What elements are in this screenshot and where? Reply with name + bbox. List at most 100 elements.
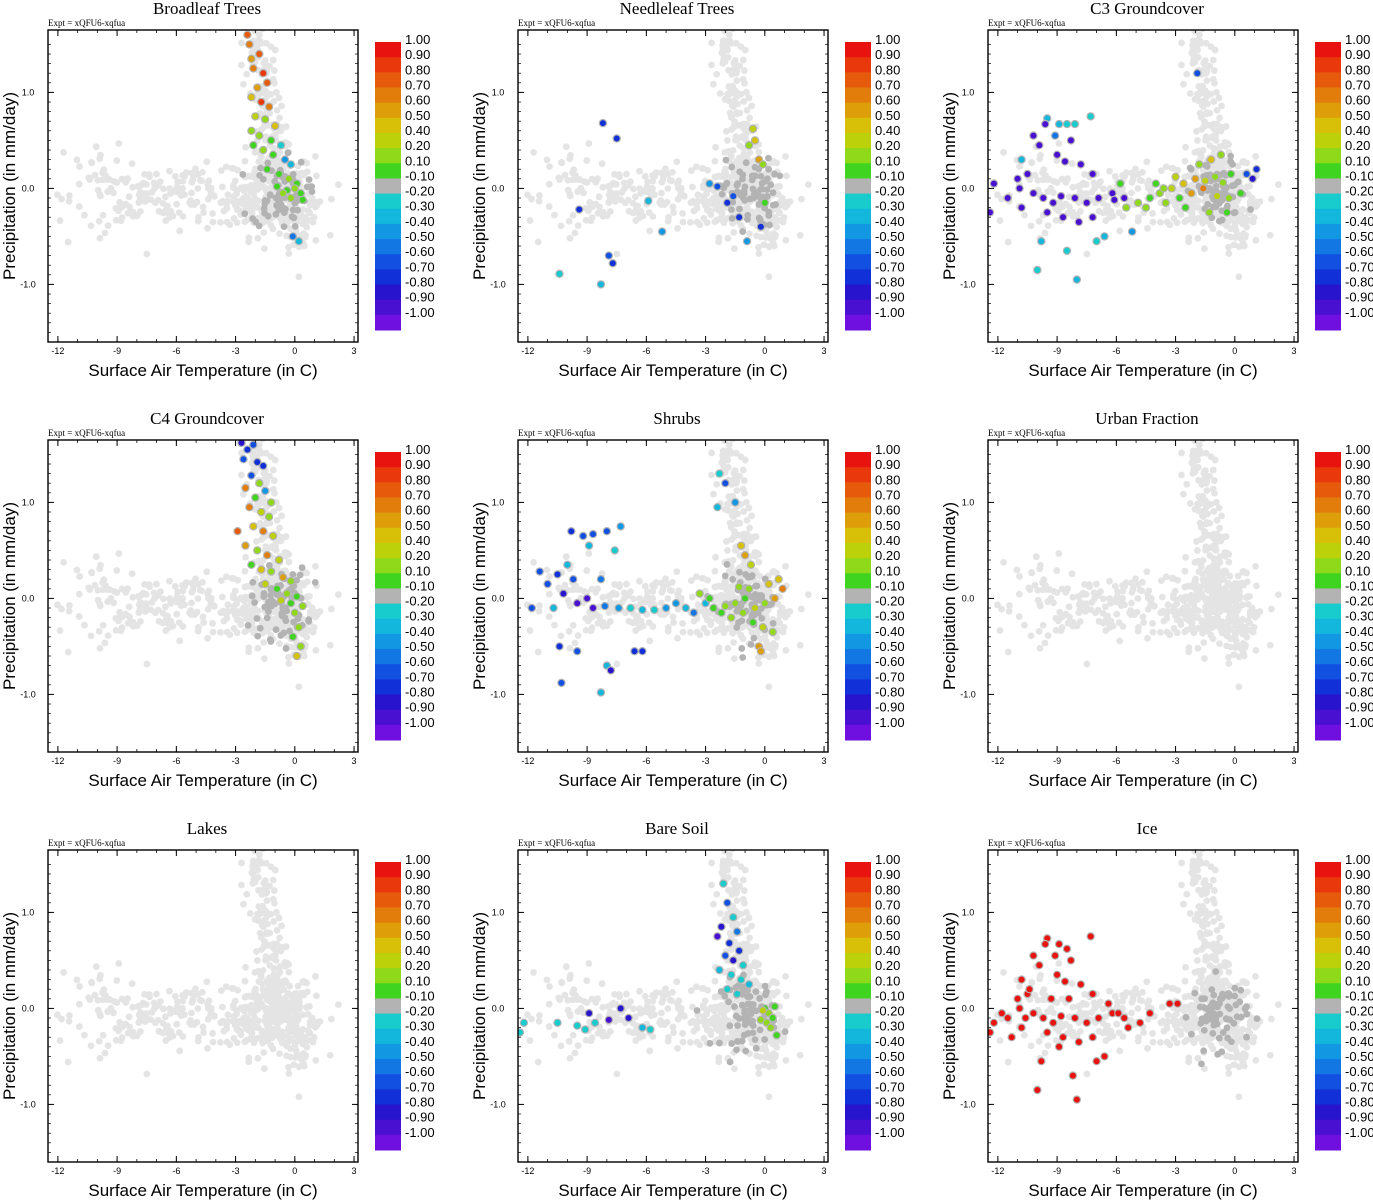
colorbar-label: 0.20 xyxy=(875,138,900,153)
background-point xyxy=(312,563,319,570)
background-point xyxy=(722,17,729,24)
background-point xyxy=(726,590,734,598)
background-point xyxy=(630,595,637,603)
background-point xyxy=(1102,205,1110,213)
background-point xyxy=(229,607,237,615)
background-point xyxy=(94,596,102,604)
background-point xyxy=(224,191,232,199)
colorbar-segment xyxy=(845,314,871,331)
background-point xyxy=(65,607,73,615)
background-point xyxy=(96,644,104,652)
data-point xyxy=(1100,232,1109,241)
colorbar: 1.000.900.800.700.600.500.400.200.10-0.1… xyxy=(845,32,905,331)
background-point xyxy=(276,114,283,122)
background-point xyxy=(207,597,215,605)
background-point xyxy=(1134,217,1142,225)
colorbar-segment xyxy=(845,664,871,680)
neutral-point xyxy=(752,582,759,590)
background-point xyxy=(135,191,143,199)
background-point xyxy=(285,558,293,566)
neutral-point xyxy=(260,593,268,600)
x-tick-label: -9 xyxy=(113,756,121,766)
background-point xyxy=(741,456,749,464)
colorbar-segment xyxy=(845,254,871,270)
background-point xyxy=(998,195,1005,203)
background-point xyxy=(1035,217,1043,225)
data-point xyxy=(638,647,647,656)
background-point xyxy=(599,183,607,191)
colorbar-segment xyxy=(845,527,871,544)
background-point xyxy=(1181,567,1189,575)
data-point xyxy=(657,227,667,236)
background-point xyxy=(99,621,107,629)
neutral-point xyxy=(288,584,296,592)
background-point xyxy=(255,500,263,508)
neutral-point xyxy=(266,636,274,643)
background-point xyxy=(262,39,270,47)
neutral-point xyxy=(254,632,262,640)
data-point xyxy=(278,573,288,582)
colorbar-label: 0.90 xyxy=(875,457,900,472)
background-point xyxy=(203,568,211,576)
neutral-point xyxy=(308,188,316,195)
colorbar-segment xyxy=(375,314,401,331)
neutral-point xyxy=(257,164,264,172)
data-point xyxy=(584,541,594,550)
background-point xyxy=(238,61,245,69)
data-point xyxy=(729,191,738,201)
y-axis-label: Precipitation (in mm/day) xyxy=(940,92,959,280)
colorbar-label: -0.60 xyxy=(405,654,435,669)
background-point xyxy=(240,80,247,88)
background-point xyxy=(255,31,263,39)
data-point xyxy=(262,78,272,88)
background-point xyxy=(530,558,537,566)
data-point xyxy=(257,97,266,107)
data-point xyxy=(1029,131,1038,140)
background-point xyxy=(167,599,175,607)
background-point xyxy=(223,614,231,622)
neutral-point xyxy=(757,172,765,180)
background-point xyxy=(335,591,342,599)
background-point xyxy=(110,177,118,185)
background-point xyxy=(769,568,777,576)
background-point xyxy=(743,120,751,128)
background-point xyxy=(662,165,669,173)
x-tick-label: 0 xyxy=(1232,346,1237,356)
background-point xyxy=(1041,229,1049,237)
data-point xyxy=(612,134,621,143)
background-point xyxy=(269,615,277,623)
background-point xyxy=(692,163,700,171)
x-tick-label: -6 xyxy=(1112,346,1120,356)
background-point xyxy=(535,197,543,205)
background-point xyxy=(1106,167,1113,175)
colorbar-segment xyxy=(375,72,401,88)
background-point xyxy=(129,208,137,216)
neutral-point xyxy=(760,193,767,201)
colorbar-segment xyxy=(1315,132,1341,149)
background-point xyxy=(746,524,753,532)
data-point xyxy=(280,155,290,164)
background-point xyxy=(731,655,738,663)
data-point xyxy=(555,642,564,651)
data-point xyxy=(1110,195,1119,205)
data-point xyxy=(606,666,616,675)
background-point xyxy=(303,578,311,586)
colorbar-label: -0.70 xyxy=(875,669,905,684)
panel-c4: C4 Groundcover Expt = xQFU6-xqfua -12 -9 -6 -… xyxy=(0,409,435,790)
background-point xyxy=(748,102,756,110)
background-point xyxy=(782,236,790,244)
background-point xyxy=(718,203,726,211)
data-point xyxy=(266,498,276,507)
y-tick-label: 0.0 xyxy=(22,593,35,603)
background-point xyxy=(1194,547,1201,554)
background-point xyxy=(1226,215,1233,222)
background-point xyxy=(1181,157,1189,165)
background-point xyxy=(204,224,211,232)
colorbar: 1.000.900.800.700.600.500.400.200.10-0.1… xyxy=(375,32,435,331)
background-point xyxy=(740,150,748,158)
background-point xyxy=(1209,75,1217,83)
background-point xyxy=(204,605,212,613)
colorbar-segment xyxy=(845,193,871,210)
colorbar-segment xyxy=(375,452,401,468)
